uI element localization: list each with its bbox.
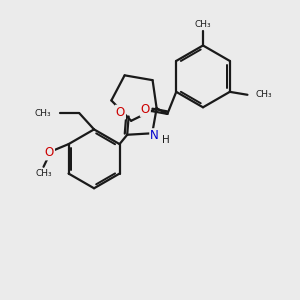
Text: O: O [45, 146, 54, 159]
Text: CH₃: CH₃ [195, 20, 211, 29]
Text: CH₃: CH₃ [34, 109, 51, 118]
Text: O: O [116, 106, 125, 118]
Text: CH₃: CH₃ [35, 169, 52, 178]
Text: N: N [150, 129, 159, 142]
Text: CH₃: CH₃ [256, 90, 272, 99]
Text: O: O [141, 103, 150, 116]
Text: H: H [162, 135, 169, 145]
